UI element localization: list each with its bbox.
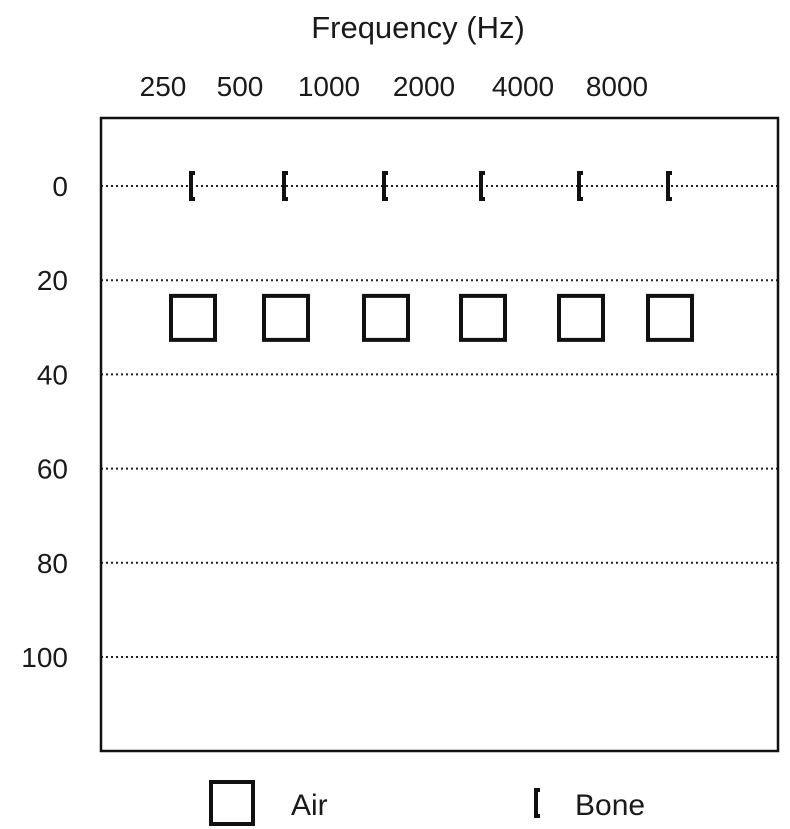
x-tick-4000: 4000 (492, 71, 554, 102)
air-point-1000 (362, 293, 410, 342)
bone-point-4000 (577, 171, 583, 201)
x-tick-250: 250 (140, 71, 187, 102)
legend-bone-swatch (534, 788, 540, 818)
gridlines (101, 185, 778, 658)
bone-point-2000 (479, 171, 485, 201)
plot-frame (99, 116, 780, 753)
air-point-500 (262, 293, 310, 342)
x-tick-2000: 2000 (393, 71, 455, 102)
y-tick-80: 80 (37, 548, 68, 579)
legend: Air Bone (209, 780, 645, 826)
x-tick-500: 500 (217, 71, 264, 102)
y-tick-20: 20 (37, 265, 68, 296)
air-point-4000 (557, 293, 605, 342)
bone-point-1000 (382, 171, 388, 201)
data-marks (169, 171, 694, 342)
air-point-8000 (646, 293, 694, 342)
y-tick-0: 0 (52, 171, 68, 202)
bone-point-250 (189, 171, 195, 201)
legend-air-swatch (209, 780, 255, 826)
air-point-2000 (459, 293, 507, 342)
chart-title: Frequency (Hz) (311, 10, 525, 45)
x-tick-1000: 1000 (298, 71, 360, 102)
y-tick-60: 60 (37, 454, 68, 485)
bone-point-500 (282, 171, 288, 201)
y-tick-40: 40 (37, 359, 68, 390)
y-tick-100: 100 (21, 642, 68, 673)
x-tick-8000: 8000 (586, 71, 648, 102)
air-point-250 (169, 293, 217, 342)
legend-air-label: Air (291, 789, 328, 822)
legend-bone-label: Bone (575, 789, 645, 822)
bone-point-8000 (666, 171, 672, 201)
x-tick-labels: 250 500 1000 2000 4000 8000 (140, 71, 649, 102)
y-tick-labels: 0 20 40 60 80 100 (21, 171, 68, 673)
